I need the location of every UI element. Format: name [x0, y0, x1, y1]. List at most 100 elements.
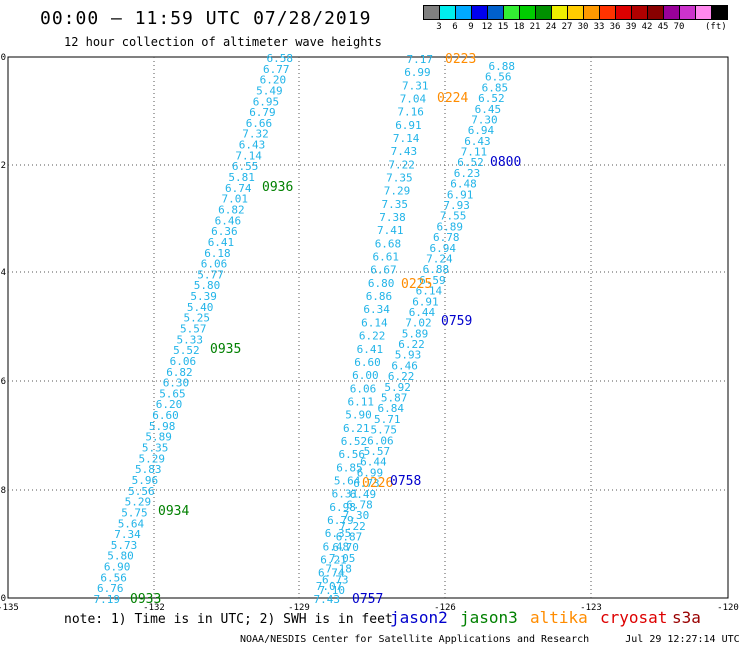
wave-height-value: 7.05 [329, 552, 356, 565]
wave-height-value: 6.95 [253, 95, 280, 108]
wave-height-value: 7.34 [114, 528, 141, 541]
wave-height-value: 6.66 [246, 117, 273, 130]
wave-height-value: 6.14 [416, 285, 443, 298]
time-label: 0225 [401, 277, 432, 292]
wave-height-value: 6.91 [447, 188, 474, 201]
wave-height-value: 7.04 [400, 93, 427, 106]
wave-height-value: 7.29 [384, 185, 411, 198]
wave-height-value: 6.44 [409, 306, 436, 319]
legend-label: 21 [529, 22, 541, 32]
wave-height-value: 5.93 [395, 349, 422, 362]
legend-label: 6 [452, 22, 458, 32]
wave-height-value: 6.48 [450, 178, 477, 191]
wave-height-value: 5.98 [149, 420, 176, 433]
wave-height-value: 6.14 [361, 316, 388, 329]
y-tick-label: -2 [0, 161, 6, 171]
legend-label: 45 [657, 22, 669, 32]
wave-height-value: 5.96 [132, 474, 159, 487]
wave-height-value: 7.43 [391, 145, 418, 158]
wave-height-value: 5.57 [180, 323, 207, 336]
wave-height-value: 6.52 [341, 435, 368, 448]
map-title: 00:00 – 11:59 UTC 07/28/2019 [40, 8, 372, 29]
wave-height-value: 6.34 [363, 303, 390, 316]
wave-height-value: 5.56 [128, 485, 155, 498]
wave-height-value: 6.18 [204, 247, 231, 260]
wave-height-value: 6.85 [336, 461, 363, 474]
wave-height-value: 6.79 [249, 106, 276, 119]
wave-height-value: 6.60 [354, 356, 381, 369]
wave-height-value: 6.99 [404, 66, 431, 79]
wave-height-value: 6.20 [260, 74, 287, 87]
footer-timestamp: Jul 29 12:27:14 UTC 2019 [625, 634, 740, 645]
wave-height-value: 7.17 [407, 53, 434, 66]
wave-height-value: 6.76 [97, 582, 124, 595]
wave-height-value: 5.77 [197, 268, 224, 281]
wave-height-value: 5.81 [228, 171, 255, 184]
wave-height-value: 7.16 [397, 106, 424, 119]
legend-unit: (ft) [705, 22, 727, 32]
wave-height-value: 6.44 [360, 456, 387, 469]
time-label: 0759 [441, 314, 472, 329]
track-b: 7.176.997.317.047.166.917.147.437.227.35… [314, 53, 434, 606]
wave-height-value: 7.43 [314, 593, 341, 606]
wave-height-value: 6.82 [166, 366, 193, 379]
wave-height-value: 6.52 [457, 156, 484, 169]
y-tick-label: -8 [0, 486, 6, 496]
wave-height-value: 6.45 [475, 103, 502, 116]
wave-height-value: 6.99 [357, 466, 384, 479]
wave-height-value: 6.80 [368, 277, 395, 290]
axis-ticks: -135 -132 -129 -126 -123 -120 0 -2 -4 -6 -8 -10 [0, 53, 739, 610]
wave-height-value: 7.18 [325, 563, 352, 576]
time-label: 0758 [390, 474, 421, 489]
legend-label: 33 [593, 22, 605, 32]
wave-height-value: 7.22 [388, 158, 415, 171]
wave-height-value: 5.40 [187, 301, 214, 314]
legend-label: 42 [641, 22, 653, 32]
wave-height-value: 7.32 [242, 128, 269, 141]
wave-height-value: 7.14 [235, 149, 262, 162]
wave-height-value: 6.11 [348, 395, 375, 408]
wave-height-value: 5.57 [364, 445, 391, 458]
legend-label: 24 [545, 22, 557, 32]
x-tick-label: -126 [434, 603, 456, 610]
time-label: 0933 [130, 592, 161, 607]
wave-height-value: 6.94 [430, 242, 457, 255]
wave-height-value: 6.88 [489, 60, 516, 73]
legend-label: 18 [513, 22, 525, 32]
wave-height-value: 6.88 [423, 263, 450, 276]
wave-height-value: 6.30 [163, 377, 190, 390]
wave-height-value: 6.61 [373, 251, 400, 264]
wave-height-value: 6.41 [357, 343, 384, 356]
y-tick-label: -10 [0, 594, 6, 604]
map-frame [7, 56, 729, 599]
wave-height-value: 6.48 [323, 540, 350, 553]
wave-height-value: 6.00 [352, 369, 379, 382]
wave-height-value: 6.55 [232, 160, 259, 173]
wave-height-value: 6.91 [395, 119, 422, 132]
wave-height-value: 5.35 [142, 442, 169, 455]
satellite-label: jason2 [390, 608, 448, 627]
y-tick-label: 0 [1, 53, 6, 63]
wave-height-value: 6.89 [437, 220, 464, 233]
wave-height-value: 6.84 [378, 402, 405, 415]
wave-height-value: 6.23 [454, 167, 481, 180]
wave-height-value: 6.20 [156, 398, 183, 411]
wave-height-value: 7.35 [382, 198, 409, 211]
wave-height-value: 5.64 [118, 517, 145, 530]
wave-height-value: 5.25 [184, 312, 211, 325]
wave-height-value: 5.87 [381, 392, 408, 405]
time-label: 0224 [437, 91, 468, 106]
wave-height-value: 6.52 [478, 92, 505, 105]
x-tick-label: -132 [143, 603, 165, 610]
wave-height-value: 6.06 [201, 258, 228, 271]
legend-swatch [711, 5, 728, 20]
wave-height-value: 6.82 [218, 204, 245, 217]
wave-height-value: 6.68 [375, 237, 402, 250]
wave-height-value: 6.46 [215, 214, 242, 227]
satellite-label: cryosat [600, 608, 668, 627]
y-tick-label: -4 [0, 268, 6, 278]
wave-height-value: 7.14 [393, 132, 420, 145]
wave-height-value: 6.22 [388, 370, 415, 383]
wave-height-value: 6.90 [104, 561, 131, 574]
